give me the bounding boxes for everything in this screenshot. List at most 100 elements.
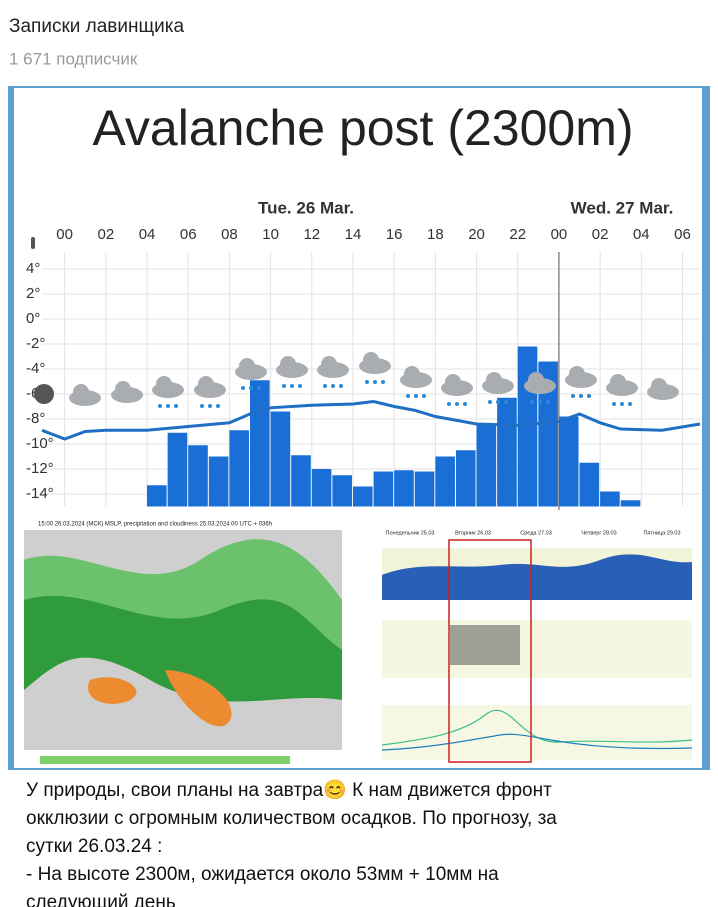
snow-icon xyxy=(463,402,467,406)
bar xyxy=(579,462,600,507)
weather-icon xyxy=(651,378,667,394)
bar xyxy=(476,424,497,507)
weather-icon xyxy=(239,358,255,374)
x-tick-label: 04 xyxy=(633,226,650,243)
x-tick-label: 16 xyxy=(386,226,403,243)
x-tick-label: 08 xyxy=(221,226,238,243)
y-tick-label: -12° xyxy=(26,460,54,477)
post-text: - На высоте 2300м, ожидается около 53мм … xyxy=(26,864,499,885)
post-text: У природы, свои планы на завтра😊 К нам д… xyxy=(26,779,552,801)
bar xyxy=(538,361,558,507)
bar xyxy=(600,491,620,507)
x-tick-label: 02 xyxy=(97,226,114,243)
snow-icon xyxy=(628,402,632,406)
meteogram-panel: Понедельник 25.03 Вторник 26.03 Среда 27.0… xyxy=(360,520,702,768)
weather-icon xyxy=(404,366,420,382)
bar xyxy=(188,445,208,507)
snow-icon xyxy=(200,404,204,408)
weather-icon xyxy=(528,372,544,388)
snow-icon xyxy=(455,402,459,406)
snow-icon xyxy=(447,402,451,406)
weather-icon xyxy=(610,374,626,390)
snow-icon xyxy=(496,400,500,404)
weather-icon xyxy=(73,384,89,400)
snow-icon xyxy=(530,400,534,404)
y-tick-label: 0° xyxy=(26,310,40,327)
bar xyxy=(394,470,414,507)
snow-icon xyxy=(381,380,385,384)
bar xyxy=(147,485,167,507)
x-tick-label: 02 xyxy=(592,226,609,243)
snow-icon xyxy=(249,386,253,390)
snow-icon xyxy=(331,384,335,388)
weather-icon xyxy=(156,376,172,392)
snow-icon xyxy=(538,400,542,404)
y-tick-label: -4° xyxy=(26,360,45,377)
snow-icon xyxy=(257,386,261,390)
snow-icon xyxy=(579,394,583,398)
snow-icon xyxy=(174,404,178,408)
snow-icon xyxy=(488,400,492,404)
snow-icon xyxy=(612,402,616,406)
snow-icon xyxy=(373,380,377,384)
bar xyxy=(414,471,435,507)
x-tick-label: 06 xyxy=(674,226,691,243)
snow-icon xyxy=(216,404,220,408)
snow-icon xyxy=(571,394,575,398)
snow-icon xyxy=(241,386,245,390)
x-tick-label: 00 xyxy=(551,226,568,243)
day-header: Понедельник 25.03 xyxy=(386,530,435,536)
bar xyxy=(332,475,352,507)
weather-icon xyxy=(115,381,131,397)
chart-title: Avalanche post (2300m) xyxy=(92,100,633,156)
weather-icon xyxy=(198,376,214,392)
x-tick-label: 12 xyxy=(303,226,320,243)
bar xyxy=(558,416,579,507)
weather-icon xyxy=(280,356,296,372)
snow-icon xyxy=(158,404,162,408)
wind-line xyxy=(381,733,693,751)
map-panel: 15:00 26.03.2024 (МСК) MSLP, precipitati… xyxy=(14,520,350,768)
snow-icon xyxy=(166,404,170,408)
day-header: Среда 27.03 xyxy=(520,530,552,536)
bar xyxy=(291,455,311,507)
color-scale xyxy=(40,756,290,764)
y-tick-label: -2° xyxy=(26,335,45,352)
highlight-box xyxy=(448,539,532,763)
bar xyxy=(167,432,188,507)
snow-icon xyxy=(298,384,302,388)
bar xyxy=(250,380,270,507)
precip-zone xyxy=(24,595,342,702)
snow-icon xyxy=(406,394,410,398)
x-tick-label: 20 xyxy=(468,226,485,243)
snow-icon xyxy=(422,394,426,398)
bar xyxy=(352,486,373,507)
snow-icon xyxy=(587,394,591,398)
day-header: Вторник 26.03 xyxy=(455,530,491,536)
snow-icon xyxy=(504,400,508,404)
wind-gust-line xyxy=(381,709,693,746)
weather-icon xyxy=(445,374,461,390)
wind-strip xyxy=(382,705,692,760)
snow-icon xyxy=(620,402,624,406)
y-tick-label: -10° xyxy=(26,435,54,452)
y-tick-label: 2° xyxy=(26,285,40,302)
bar xyxy=(373,471,394,507)
precip-strip xyxy=(382,620,692,678)
weather-icon xyxy=(569,366,585,382)
bar xyxy=(620,500,641,507)
thermometer-icon xyxy=(31,237,35,249)
cloud-cover xyxy=(450,625,520,665)
day-label: Tue. 26 Mar. xyxy=(258,198,354,217)
temperature-line xyxy=(41,399,701,441)
bar xyxy=(455,450,476,507)
snow-icon xyxy=(365,380,369,384)
snow-icon xyxy=(546,400,550,404)
post-text: следующий день xyxy=(26,892,176,907)
snow-icon xyxy=(290,384,294,388)
channel-name[interactable]: Записки лавинщика xyxy=(9,16,184,37)
bar xyxy=(311,469,332,507)
snow-icon xyxy=(282,384,286,388)
